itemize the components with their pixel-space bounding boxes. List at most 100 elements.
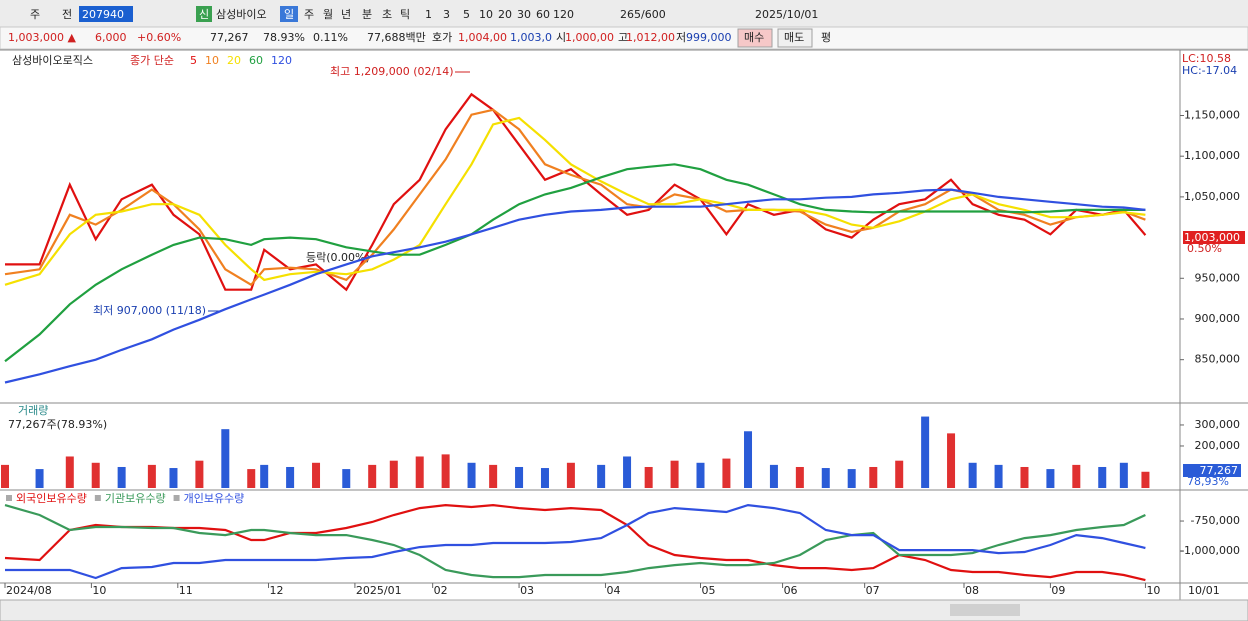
toolbar-item[interactable]: 주 [30, 8, 40, 21]
legend-entry: 20 [227, 54, 241, 67]
volume-bar [821, 468, 830, 488]
sell-button[interactable] [777, 28, 813, 48]
toolbar-item[interactable]: 삼성바이오 [216, 8, 267, 21]
toolbar-row2 [0, 26, 1248, 50]
volume-bar [247, 469, 256, 488]
quote-item: 1,003,000 ▲ [8, 31, 76, 44]
volume-bar [312, 462, 321, 488]
volume-bar [895, 460, 904, 488]
quote-item: 고 [618, 31, 628, 44]
volume-bar [947, 433, 956, 488]
toolbar-item[interactable]: 120 [553, 8, 574, 21]
series-line [4, 503, 1146, 582]
series-line [4, 163, 1146, 363]
volume-bar [389, 460, 398, 488]
y-tick-label: 200,000 [1195, 439, 1241, 452]
quote-item: 매도 [784, 31, 804, 44]
volume-bar [342, 469, 351, 488]
y-tick-label: 850,000 [1195, 353, 1241, 366]
x-tick-label: 12 [270, 584, 284, 597]
volume-bar [147, 464, 156, 488]
series-line [4, 116, 1146, 286]
stock-name: 삼성바이오로직스 [12, 54, 93, 67]
volume-bar [441, 454, 450, 488]
price-box [1183, 231, 1245, 244]
y-tick-label: -1,000,000 [1180, 544, 1240, 557]
legend-entry: 외국인보유수량 [16, 492, 87, 505]
toolbar-item[interactable]: 30 [517, 8, 531, 21]
y-tick-label: 300,000 [1195, 418, 1241, 431]
legend-icon [6, 495, 12, 501]
toolbar-item[interactable]: 년 [341, 8, 351, 21]
toolbar-item[interactable]: 60 [536, 8, 550, 21]
price-label: 1,003,000 [1184, 231, 1240, 244]
legend-entry: 120 [271, 54, 292, 67]
volume-bar [722, 458, 731, 488]
volume-bar [1072, 464, 1081, 488]
quote-item: 1,004,00 [458, 31, 507, 44]
toolbar-item[interactable]: 분 [362, 8, 372, 21]
toolbar-item[interactable]: 2025/10/01 [755, 8, 818, 21]
y-tick-label: 1,150,000 [1184, 108, 1240, 121]
low-annotation: 최저 907,000 (11/18) [93, 304, 206, 317]
volume-subtitle: 77,267주(78.93%) [8, 418, 107, 431]
volume-bar [623, 456, 632, 488]
toolbar-item[interactable]: 207940 [82, 8, 124, 21]
toolbar-item[interactable]: 일 [284, 7, 294, 21]
toolbar-item[interactable]: 월 [323, 8, 333, 21]
volume-bar [286, 466, 295, 488]
quote-item: 0.11% [313, 31, 348, 44]
volume-bar [489, 464, 498, 488]
buy-button[interactable] [737, 28, 773, 48]
x-tick-label: 2024/08 [6, 584, 52, 597]
quote-item: 1,000,00 [565, 31, 614, 44]
toolbar-item[interactable]: 20 [498, 8, 512, 21]
day-button[interactable] [280, 6, 298, 22]
legend-entry: 개인보유수량 [184, 492, 245, 505]
toolbar-item[interactable]: 신 [199, 8, 209, 21]
change-label: 0.50% [1187, 242, 1222, 255]
quote-item: 저 [676, 31, 686, 44]
scroll-thumb[interactable] [950, 604, 1020, 616]
volume-box [1183, 464, 1241, 477]
volume-bar [368, 464, 377, 488]
toolbar-item[interactable]: 주 [304, 8, 314, 21]
x-tick-label: 07 [866, 584, 880, 597]
y-tick-label: 1,050,000 [1184, 190, 1240, 203]
x-tick-label: 03 [520, 584, 534, 597]
volume-bar [1119, 462, 1128, 488]
toolbar-item[interactable]: 10 [479, 8, 493, 21]
volume-title: 거래량 [18, 404, 48, 417]
volume-bar [1, 464, 9, 488]
volume-bar [744, 431, 753, 488]
toolbar-item[interactable]: 265 [620, 8, 641, 21]
y-tick-label: 950,000 [1195, 271, 1241, 284]
toolbar-item[interactable]: /600 [641, 8, 666, 21]
volume-bar [644, 466, 653, 488]
quote-item: 77,267 [210, 31, 249, 44]
volume-last: 77,267 [1200, 464, 1239, 477]
volume-bar [540, 468, 549, 488]
toolbar-item[interactable]: 초 [382, 8, 392, 21]
volume-bar [415, 456, 424, 488]
toolbar-item[interactable]: 틱 [400, 8, 410, 21]
toolbar-item[interactable]: 1 [425, 8, 432, 21]
toolbar-item[interactable]: 전 [62, 8, 72, 21]
volume-bar [847, 469, 856, 488]
legend-title: 종가 단순 [130, 54, 174, 67]
volume-bar [467, 462, 476, 488]
volume-bar [35, 469, 44, 488]
scroll-bar[interactable] [0, 599, 1248, 621]
x-end-label: 10/01 [1188, 584, 1220, 597]
volume-bar [795, 466, 804, 488]
x-tick-label: 04 [606, 584, 620, 597]
toolbar-item[interactable]: 5 [463, 8, 470, 21]
new-button[interactable] [196, 6, 212, 22]
volume-bar [1020, 466, 1029, 488]
volume-bar [1046, 469, 1055, 488]
code-input[interactable] [79, 6, 133, 22]
x-tick-label: 10 [1146, 584, 1160, 597]
volume-bar [921, 416, 930, 488]
toolbar-item[interactable]: 3 [443, 8, 450, 21]
